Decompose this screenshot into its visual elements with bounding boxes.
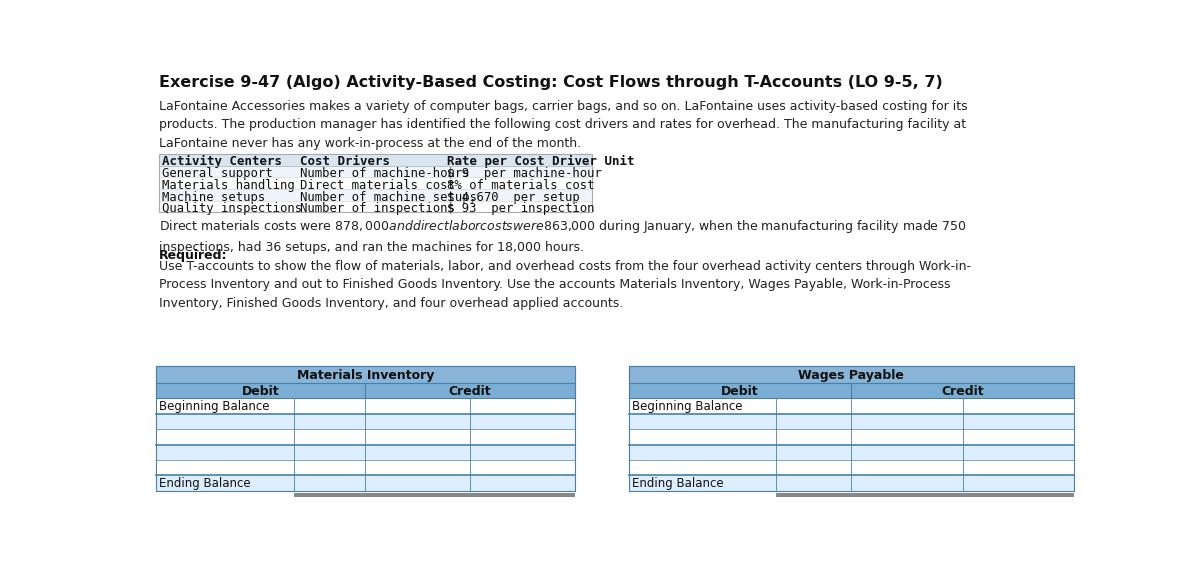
Bar bbox=[156, 429, 575, 445]
Text: General support: General support bbox=[162, 167, 274, 181]
Bar bbox=[156, 366, 575, 491]
Text: Ending Balance: Ending Balance bbox=[632, 477, 724, 490]
Text: Ending Balance: Ending Balance bbox=[160, 477, 251, 490]
Text: Beginning Balance: Beginning Balance bbox=[160, 401, 270, 413]
Text: Machine setups: Machine setups bbox=[162, 191, 265, 204]
Text: Materials handling: Materials handling bbox=[162, 179, 295, 192]
Bar bbox=[851, 493, 1074, 497]
Bar bbox=[629, 475, 1074, 491]
Text: Use T-accounts to show the flow of materials, labor, and overhead costs from the: Use T-accounts to show the flow of mater… bbox=[160, 260, 971, 310]
Bar bbox=[629, 445, 1074, 460]
Text: Direct materials cost: Direct materials cost bbox=[300, 179, 455, 192]
Bar bbox=[156, 445, 575, 460]
Text: Wages Payable: Wages Payable bbox=[798, 369, 905, 382]
Text: Required:: Required: bbox=[160, 249, 228, 262]
Bar bbox=[160, 154, 592, 166]
Text: Quality inspections: Quality inspections bbox=[162, 202, 302, 215]
Text: Beginning Balance: Beginning Balance bbox=[632, 401, 743, 413]
Text: Debit: Debit bbox=[721, 385, 758, 398]
Bar bbox=[629, 366, 1074, 491]
Bar bbox=[160, 154, 592, 212]
Bar bbox=[160, 166, 592, 177]
Text: Rate per Cost Driver Unit: Rate per Cost Driver Unit bbox=[446, 155, 635, 168]
Text: Number of machine-hours: Number of machine-hours bbox=[300, 167, 469, 181]
Bar bbox=[294, 493, 366, 497]
Bar bbox=[629, 383, 1074, 398]
Text: 8% of materials cost: 8% of materials cost bbox=[446, 179, 594, 192]
Text: LaFontaine Accessories makes a variety of computer bags, carrier bags, and so on: LaFontaine Accessories makes a variety o… bbox=[160, 100, 968, 150]
Bar bbox=[156, 475, 575, 491]
Bar bbox=[629, 414, 1074, 429]
Text: Materials Inventory: Materials Inventory bbox=[296, 369, 434, 382]
Text: Credit: Credit bbox=[449, 385, 491, 398]
Bar bbox=[629, 366, 1074, 383]
Text: Exercise 9-47 (Algo) Activity-Based Costing: Cost Flows through T-Accounts (LO 9: Exercise 9-47 (Algo) Activity-Based Cost… bbox=[160, 75, 943, 90]
Bar bbox=[629, 398, 1074, 414]
Text: Credit: Credit bbox=[941, 385, 984, 398]
Bar bbox=[629, 460, 1074, 475]
Text: Number of machine setups: Number of machine setups bbox=[300, 191, 476, 204]
Bar bbox=[156, 366, 575, 383]
Bar bbox=[160, 177, 592, 189]
Bar bbox=[156, 383, 575, 398]
Text: $ 93  per inspection: $ 93 per inspection bbox=[446, 202, 594, 215]
Bar bbox=[156, 460, 575, 475]
Bar bbox=[366, 493, 575, 497]
Text: Debit: Debit bbox=[242, 385, 280, 398]
Text: Activity Centers: Activity Centers bbox=[162, 155, 282, 168]
Bar bbox=[160, 189, 592, 200]
Text: Number of inspections: Number of inspections bbox=[300, 202, 455, 215]
Bar bbox=[775, 493, 851, 497]
Bar bbox=[156, 414, 575, 429]
Text: Direct materials costs were $878,000 and direct labor costs were $863,000 during: Direct materials costs were $878,000 and… bbox=[160, 218, 967, 254]
Text: $ 4,670  per setup: $ 4,670 per setup bbox=[446, 191, 580, 204]
Bar bbox=[160, 200, 592, 212]
Bar bbox=[156, 398, 575, 414]
Bar bbox=[629, 429, 1074, 445]
Text: Cost Drivers: Cost Drivers bbox=[300, 155, 390, 168]
Text: $ 9  per machine-hour: $ 9 per machine-hour bbox=[446, 167, 601, 181]
